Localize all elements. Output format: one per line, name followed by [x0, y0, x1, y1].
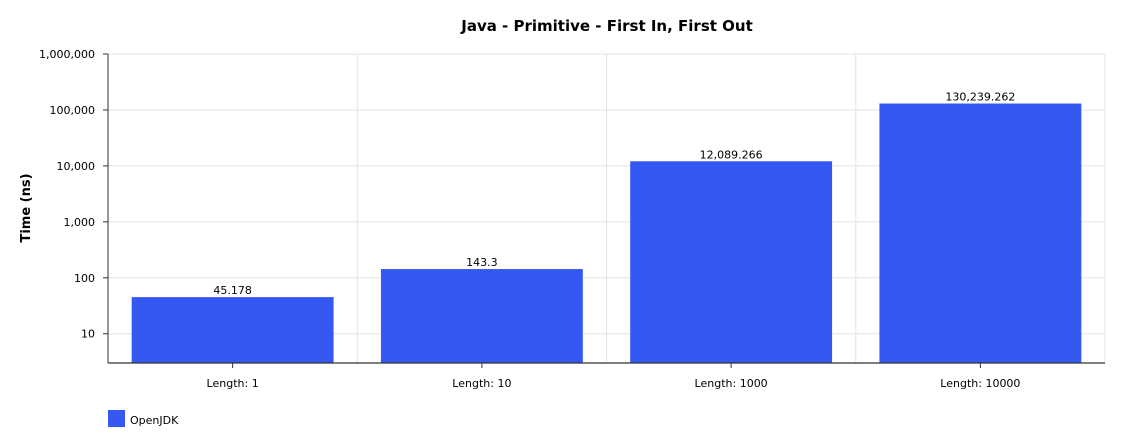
bar: [879, 103, 1082, 363]
bars: 45.178 143.3 12,089.266 130,239.262: [131, 91, 1082, 363]
legend: OpenJDK: [108, 410, 179, 427]
bar: [131, 297, 334, 363]
x-tick-label: Length: 10: [452, 377, 511, 390]
bar: [630, 161, 833, 363]
data-label: 12,089.266: [700, 148, 763, 161]
data-label: 45.178: [213, 284, 252, 297]
chart-title: Java - Primitive - First In, First Out: [460, 17, 753, 35]
x-tick-label: Length: 10000: [940, 377, 1020, 390]
y-tick-label: 100,000: [50, 104, 96, 117]
y-axis-label: Time (ns): [19, 173, 34, 242]
y-tick-label: 100: [74, 272, 95, 285]
y-tick-label: 1,000,000: [39, 48, 95, 61]
legend-swatch: [108, 410, 125, 427]
bar: [380, 269, 583, 363]
data-label: 130,239.262: [945, 91, 1015, 104]
y-tick-label: 10,000: [57, 160, 96, 173]
grid: [108, 53, 1106, 363]
x-tick-label: Length: 1000: [695, 377, 768, 390]
x-tick-label: Length: 1: [207, 377, 259, 390]
y-tick-label: 10: [81, 328, 95, 341]
legend-label: OpenJDK: [130, 414, 179, 427]
y-tick-label: 1,000: [64, 216, 96, 229]
data-label: 143.3: [466, 256, 498, 269]
axes: 10 100 1,000 10,000 100,000 1,000,000 Length: …: [39, 48, 1105, 390]
